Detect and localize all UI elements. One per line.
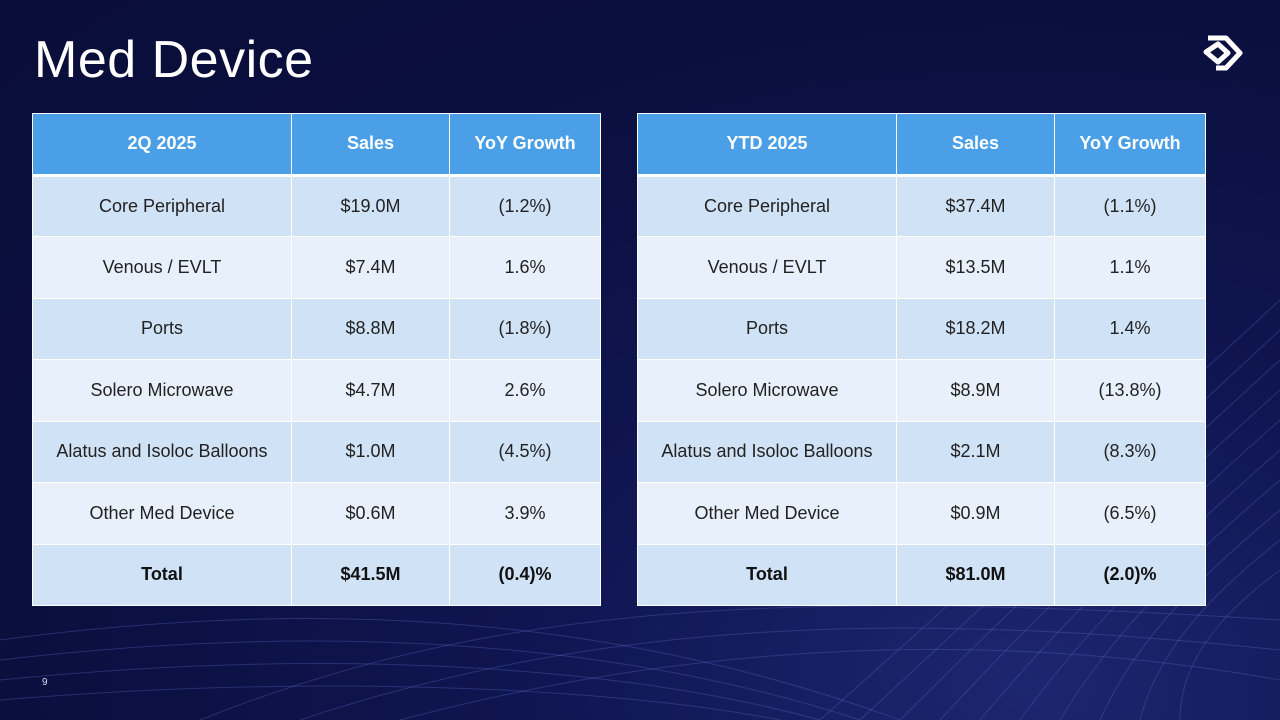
growth-cell: (13.8%): [1054, 359, 1206, 422]
growth-cell: 1.1%: [1054, 236, 1206, 299]
sales-cell: $18.2M: [896, 297, 1055, 360]
column-header-yoy-growth: YoY Growth: [1054, 113, 1206, 177]
growth-cell: (8.3%): [1054, 420, 1206, 483]
sales-cell: $0.6M: [291, 482, 450, 545]
sales-cell: $7.4M: [291, 236, 450, 299]
sales-cell: $37.4M: [896, 174, 1055, 237]
column-header-period: 2Q 2025: [32, 113, 292, 177]
product-cell: Ports: [32, 297, 292, 360]
sales-cell: $0.9M: [896, 482, 1055, 545]
sales-cell: $8.9M: [896, 359, 1055, 422]
product-cell: Alatus and Isoloc Balloons: [32, 420, 292, 483]
sales-cell: $2.1M: [896, 420, 1055, 483]
growth-cell: (6.5%): [1054, 482, 1206, 545]
sales-cell: $4.7M: [291, 359, 450, 422]
page-number: 9: [42, 677, 48, 688]
table-row: Venous / EVLT $7.4M 1.6%: [32, 236, 601, 299]
total-row: Total $81.0M (2.0)%: [637, 543, 1206, 606]
table-header-row: YTD 2025 Sales YoY Growth: [637, 113, 1206, 177]
table-row: Other Med Device $0.6M 3.9%: [32, 482, 601, 545]
sales-cell: $8.8M: [291, 297, 450, 360]
sales-cell: $1.0M: [291, 420, 450, 483]
growth-cell: 1.4%: [1054, 297, 1206, 360]
table-row: Other Med Device $0.9M (6.5%): [637, 482, 1206, 545]
total-sales-cell: $81.0M: [896, 543, 1055, 606]
total-row: Total $41.5M (0.4)%: [32, 543, 601, 606]
product-cell: Other Med Device: [32, 482, 292, 545]
sales-cell: $13.5M: [896, 236, 1055, 299]
column-header-sales: Sales: [291, 113, 450, 177]
total-growth-cell: (0.4)%: [449, 543, 601, 606]
table-row: Ports $8.8M (1.8%): [32, 297, 601, 360]
growth-cell: (1.1%): [1054, 174, 1206, 237]
product-cell: Ports: [637, 297, 897, 360]
total-sales-cell: $41.5M: [291, 543, 450, 606]
table-row: Core Peripheral $19.0M (1.2%): [32, 174, 601, 237]
product-cell: Solero Microwave: [637, 359, 897, 422]
growth-cell: 3.9%: [449, 482, 601, 545]
total-label-cell: Total: [637, 543, 897, 606]
total-label-cell: Total: [32, 543, 292, 606]
growth-cell: (4.5%): [449, 420, 601, 483]
column-header-yoy-growth: YoY Growth: [449, 113, 601, 177]
table-row: Ports $18.2M 1.4%: [637, 297, 1206, 360]
company-logo-icon: [1203, 35, 1243, 71]
table-header-row: 2Q 2025 Sales YoY Growth: [32, 113, 601, 177]
product-cell: Venous / EVLT: [32, 236, 292, 299]
ytd-sales-table: YTD 2025 Sales YoY Growth Core Periphera…: [637, 113, 1206, 606]
table-row: Alatus and Isoloc Balloons $2.1M (8.3%): [637, 420, 1206, 483]
column-header-sales: Sales: [896, 113, 1055, 177]
growth-cell: (1.8%): [449, 297, 601, 360]
table-row: Alatus and Isoloc Balloons $1.0M (4.5%): [32, 420, 601, 483]
quarter-sales-table: 2Q 2025 Sales YoY Growth Core Peripheral…: [32, 113, 601, 606]
table-row: Solero Microwave $4.7M 2.6%: [32, 359, 601, 422]
total-growth-cell: (2.0)%: [1054, 543, 1206, 606]
growth-cell: 2.6%: [449, 359, 601, 422]
table-row: Solero Microwave $8.9M (13.8%): [637, 359, 1206, 422]
growth-cell: 1.6%: [449, 236, 601, 299]
product-cell: Other Med Device: [637, 482, 897, 545]
column-header-period: YTD 2025: [637, 113, 897, 177]
product-cell: Core Peripheral: [637, 174, 897, 237]
table-row: Core Peripheral $37.4M (1.1%): [637, 174, 1206, 237]
product-cell: Solero Microwave: [32, 359, 292, 422]
page-title: Med Device: [34, 31, 314, 89]
product-cell: Alatus and Isoloc Balloons: [637, 420, 897, 483]
growth-cell: (1.2%): [449, 174, 601, 237]
product-cell: Venous / EVLT: [637, 236, 897, 299]
product-cell: Core Peripheral: [32, 174, 292, 237]
table-row: Venous / EVLT $13.5M 1.1%: [637, 236, 1206, 299]
sales-cell: $19.0M: [291, 174, 450, 237]
